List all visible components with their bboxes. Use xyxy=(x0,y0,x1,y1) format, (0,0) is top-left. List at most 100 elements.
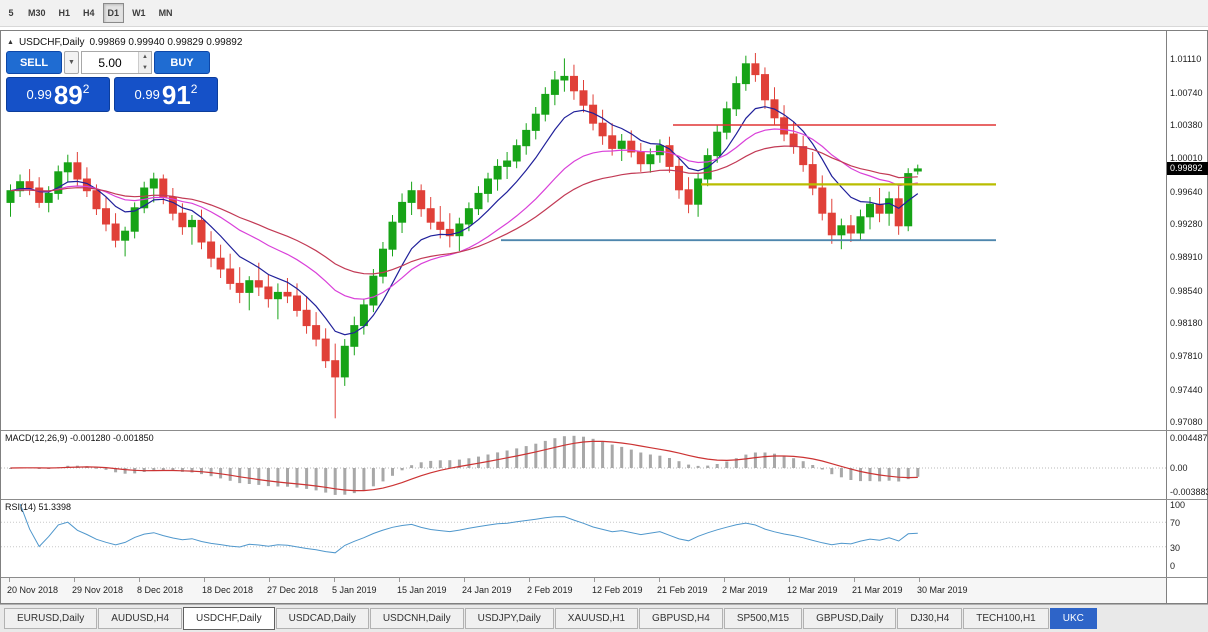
date-axis-label: 15 Jan 2019 xyxy=(397,585,447,595)
date-axis-label: 27 Dec 2018 xyxy=(267,585,319,595)
chart-tab-gbpusd-h4[interactable]: GBPUSD,H4 xyxy=(639,608,723,629)
timeframe-toolbar: 5 M30 H1 H4 D1 W1 MN xyxy=(0,0,1208,27)
price-axis-label: 1.01110 xyxy=(1170,54,1202,64)
price-axis-label: 0.97080 xyxy=(1170,417,1203,427)
date-axis-label: 18 Dec 2018 xyxy=(202,585,254,595)
chart-tab-gbpusd-daily[interactable]: GBPUSD,Daily xyxy=(803,608,897,629)
price-axis-label: 0.99280 xyxy=(1170,219,1203,229)
rsi-axis-label: 100 xyxy=(1170,500,1186,510)
one-click-trading-panel: SELL ▼ ▲ ▼ BUY 0.99892 xyxy=(6,51,218,112)
date-axis-label: 21 Feb 2019 xyxy=(657,585,708,595)
chart-tab-sp500-m15[interactable]: SP500,M15 xyxy=(723,608,803,629)
volume-increase-button[interactable]: ▲ xyxy=(139,52,151,63)
timeframe-button-mn[interactable]: MN xyxy=(154,3,178,23)
buy-price-sup: 2 xyxy=(190,81,198,96)
chart-window: ▲ USDCHF,Daily 0.99869 0.99940 0.99829 0… xyxy=(0,30,1208,604)
timeframe-button-d1[interactable]: D1 xyxy=(102,3,125,23)
chart-symbol: USDCHF,Daily xyxy=(18,37,85,48)
sell-button[interactable]: SELL xyxy=(6,51,62,74)
price-axis-label: 0.97440 xyxy=(1170,385,1203,395)
chart-tab-tech100-h1[interactable]: TECH100,H1 xyxy=(963,608,1049,629)
volume-dropdown-button[interactable]: ▼ xyxy=(64,51,79,74)
date-axis-label: 12 Mar 2019 xyxy=(787,585,838,595)
price-axis-label: 0.97810 xyxy=(1170,351,1203,361)
price-axis-label: 1.00380 xyxy=(1170,120,1203,130)
rsi-pane[interactable] xyxy=(1,500,1166,577)
moving-averages-group xyxy=(10,106,919,336)
rsi-line xyxy=(19,503,918,554)
price-axis-label: 0.98180 xyxy=(1170,318,1203,328)
volume-spinner: ▲ ▼ xyxy=(138,52,151,73)
chevron-down-icon: ▼ xyxy=(68,59,75,66)
date-axis-label: 29 Nov 2018 xyxy=(72,585,124,595)
date-axis-label: 21 Mar 2019 xyxy=(852,585,903,595)
chart-tab-audusd-h4[interactable]: AUDUSD,H4 xyxy=(98,608,183,629)
price-axis[interactable]: 0.99892 1.01110 1.00740 1.00380 1.00010 0.99… xyxy=(1166,31,1208,603)
volume-decrease-button[interactable]: ▼ xyxy=(139,62,151,73)
chart-tab-dj30-h4[interactable]: DJ30,H4 xyxy=(897,608,963,629)
macd-axis-label: -0.003883 xyxy=(1170,487,1208,497)
chart-tab-usdcad-daily[interactable]: USDCAD,Daily xyxy=(275,608,369,629)
buy-button[interactable]: BUY xyxy=(154,51,210,74)
date-axis-label: 20 Nov 2018 xyxy=(7,585,59,595)
chart-tabbar: EURUSD,Daily AUDUSD,H4 USDCHF,Daily USDCAD,… xyxy=(0,604,1208,632)
sell-price-display[interactable]: 0.99 89 2 xyxy=(6,77,110,112)
date-axis-label: 5 Jan 2019 xyxy=(332,585,377,595)
rsi-title: RSI(14) 51.3398 xyxy=(5,502,72,512)
pane-divider[interactable] xyxy=(1,577,1207,578)
candlestick-plot xyxy=(6,53,996,419)
date-axis-label: 2 Feb 2019 xyxy=(527,585,573,595)
price-axis-label: 0.98540 xyxy=(1170,286,1203,296)
ma-line-20 xyxy=(10,128,918,300)
timeframe-button-h4[interactable]: H4 xyxy=(78,3,100,23)
price-axis-label: 1.00740 xyxy=(1170,88,1203,98)
buy-price-big: 91 xyxy=(161,79,191,110)
volume-input[interactable] xyxy=(82,52,138,73)
price-axis-label: 0.99640 xyxy=(1170,187,1203,197)
drawn-objects-group xyxy=(501,124,996,242)
sell-price-prefix: 0.99 xyxy=(26,87,52,102)
macd-axis-label: 0.004487 xyxy=(1170,433,1208,443)
macd-signal-line xyxy=(10,440,918,492)
date-axis[interactable]: 20 Nov 2018 29 Nov 2018 8 Dec 2018 18 Dec 2… xyxy=(1,578,1207,603)
chart-arrow-icon: ▲ xyxy=(7,39,14,46)
main-chart-pane[interactable]: ▲ USDCHF,Daily 0.99869 0.99940 0.99829 0… xyxy=(1,31,1166,430)
chart-tab-eurusd-daily[interactable]: EURUSD,Daily xyxy=(4,608,98,629)
timeframe-button-h1[interactable]: H1 xyxy=(54,3,76,23)
timeframe-button-5[interactable]: 5 xyxy=(2,3,20,23)
chart-title: ▲ USDCHF,Daily 0.99869 0.99940 0.99829 0… xyxy=(7,37,242,48)
pane-divider[interactable] xyxy=(1,430,1207,431)
chart-tab-usdcnh-daily[interactable]: USDCNH,Daily xyxy=(369,608,464,629)
ma-line-34 xyxy=(10,145,918,275)
macd-axis-label: 0.00 xyxy=(1170,463,1188,473)
chart-tab-xauusd-h1[interactable]: XAUUSD,H1 xyxy=(554,608,639,629)
timeframe-button-w1[interactable]: W1 xyxy=(127,3,151,23)
date-axis-label: 24 Jan 2019 xyxy=(462,585,512,595)
rsi-axis-label: 30 xyxy=(1170,543,1181,553)
ma-line-8 xyxy=(10,106,919,336)
chart-tab-usdchf-daily[interactable]: USDCHF,Daily xyxy=(183,607,275,630)
chart-tab-usdjpy-daily[interactable]: USDJPY,Daily xyxy=(464,608,554,629)
timeframe-button-m30[interactable]: M30 xyxy=(23,3,51,23)
date-axis-label: 2 Mar 2019 xyxy=(722,585,768,595)
macd-pane[interactable] xyxy=(1,431,1166,499)
date-axis-label: 8 Dec 2018 xyxy=(137,585,184,595)
rsi-axis-label: 0 xyxy=(1170,561,1176,571)
sell-price-big: 89 xyxy=(53,79,83,110)
pane-divider[interactable] xyxy=(1,499,1207,500)
sell-price-sup: 2 xyxy=(82,81,90,96)
rsi-axis-label: 70 xyxy=(1170,518,1181,528)
current-price-tag: 0.99892 xyxy=(1167,162,1208,175)
macd-plot xyxy=(1,435,1166,495)
date-axis-label: 12 Feb 2019 xyxy=(592,585,643,595)
date-axis-label: 30 Mar 2019 xyxy=(917,585,968,595)
macd-title: MACD(12,26,9) -0.001280 -0.001850 xyxy=(5,433,154,443)
price-axis-label: 0.98910 xyxy=(1170,252,1203,262)
buy-price-display[interactable]: 0.99 91 2 xyxy=(114,77,218,112)
rsi-plot xyxy=(1,503,1166,554)
volume-field: ▲ ▼ xyxy=(81,51,152,74)
chart-tab-ukc[interactable]: UKC xyxy=(1049,608,1097,629)
price-axis-label: 1.00010 xyxy=(1170,153,1203,163)
chart-ohlc: 0.99869 0.99940 0.99829 0.99892 xyxy=(89,37,243,48)
